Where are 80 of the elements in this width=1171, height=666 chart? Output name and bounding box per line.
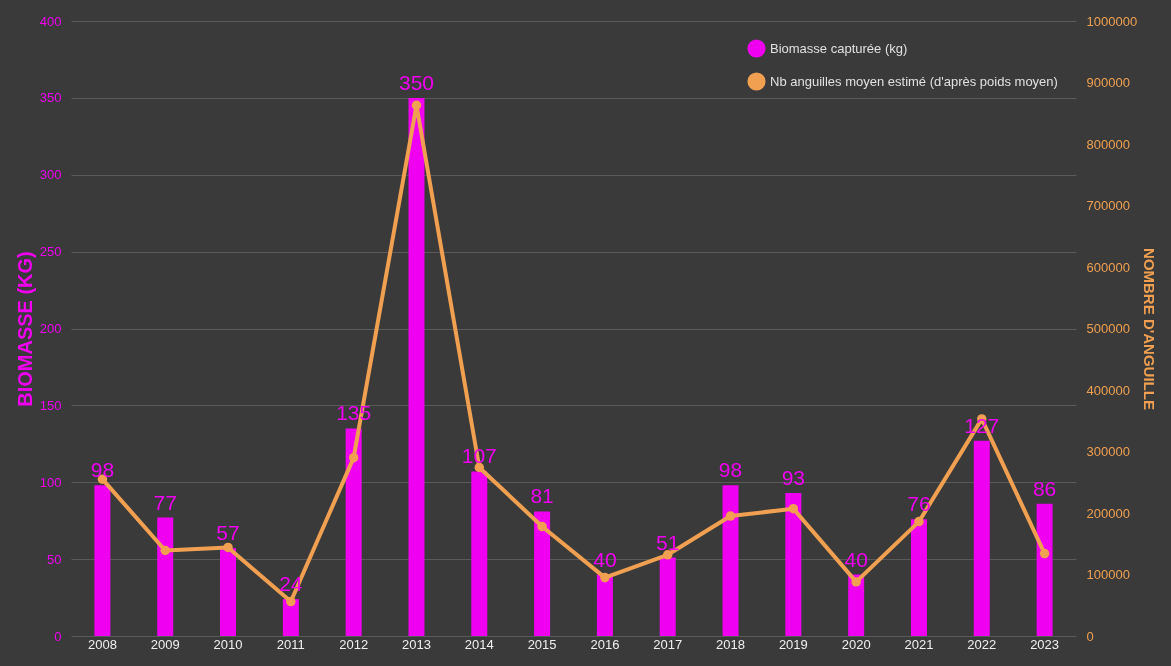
- y2-tick-label: 500000: [1086, 321, 1130, 336]
- y2-tick-label: 1000000: [1086, 13, 1138, 29]
- y2-tick-label: 400000: [1086, 382, 1130, 398]
- x-tick-label: 2020: [841, 636, 871, 652]
- bar: [534, 511, 551, 636]
- y-tick-label: 200: [39, 321, 62, 336]
- data-label: 93: [781, 466, 806, 490]
- x-tick-label: 2016: [590, 636, 620, 652]
- x-tick-label: 2009: [150, 636, 180, 652]
- y2-tick-label: 800000: [1086, 136, 1130, 152]
- y2-tick-label: 100000: [1086, 567, 1130, 582]
- data-label: 40: [844, 547, 868, 571]
- legend-label: Nb anguilles moyen estimé (d'après poids moyen): [770, 73, 1058, 89]
- point: [411, 100, 422, 110]
- y2-tick-label: 600000: [1086, 259, 1130, 275]
- bar: [471, 471, 488, 636]
- y2-tick-label: 0: [1086, 628, 1094, 644]
- y-tick-label: 0: [54, 628, 62, 644]
- point: [348, 452, 359, 463]
- bar: [910, 519, 927, 636]
- y-axis-title: BIOMASSE (KG): [13, 251, 36, 407]
- y2-tick-label: 900000: [1086, 75, 1130, 90]
- point: [788, 503, 799, 514]
- y-tick-label: 350: [39, 90, 62, 106]
- y2-tick-label: 700000: [1086, 198, 1130, 213]
- data-label: 86: [1032, 476, 1057, 500]
- y-tick-label: 150: [39, 397, 62, 413]
- bar: [1036, 503, 1053, 636]
- data-label: 350: [398, 70, 434, 94]
- data-label: 57: [216, 521, 240, 545]
- y-tick-label: 100: [39, 474, 62, 490]
- y2-tick-label: 200000: [1086, 505, 1130, 521]
- point: [600, 572, 610, 583]
- data-label: 51: [656, 530, 680, 554]
- x-tick-label: 2017: [653, 636, 683, 652]
- point: [662, 550, 673, 560]
- data-label: 76: [907, 492, 931, 516]
- point: [851, 577, 861, 587]
- bar: [282, 599, 299, 636]
- point: [160, 545, 170, 556]
- bar: [157, 517, 174, 636]
- x-tick-label: 2012: [339, 636, 369, 652]
- x-tick-label: 2013: [402, 636, 431, 652]
- bar: [973, 440, 990, 636]
- y-tick-label: 400: [39, 13, 62, 29]
- bar: [722, 485, 739, 636]
- data-label: 81: [530, 484, 554, 508]
- point: [223, 542, 233, 553]
- x-tick-label: 2019: [778, 636, 808, 652]
- point: [537, 521, 547, 532]
- x-tick-label: 2023: [1030, 636, 1060, 652]
- x-tick-label: 2018: [716, 636, 745, 652]
- legend-label: Biomasse capturée (kg): [770, 40, 908, 56]
- x-tick-label: 2022: [967, 636, 997, 652]
- y-tick-label: 250: [39, 244, 62, 260]
- y-tick-label: 50: [47, 551, 62, 567]
- bar: [659, 557, 676, 636]
- bar: [94, 485, 111, 636]
- data-label: 98: [90, 458, 115, 482]
- x-tick-label: 2014: [464, 636, 494, 652]
- point: [286, 596, 296, 607]
- bar: [596, 574, 613, 636]
- data-label: 40: [593, 547, 617, 571]
- y2-tick-label: 300000: [1086, 444, 1130, 459]
- x-tick-label: 2015: [527, 636, 557, 652]
- bar: [345, 428, 362, 636]
- x-tick-label: 2011: [276, 636, 305, 652]
- data-label: 98: [718, 458, 743, 482]
- data-label: 77: [153, 490, 177, 514]
- point: [1039, 548, 1050, 559]
- x-tick-label: 2021: [904, 636, 934, 652]
- point: [914, 516, 924, 527]
- bar: [785, 493, 802, 636]
- x-tick-label: 2010: [213, 636, 243, 652]
- y2-axis-title: NOMBRE D'ANGUILLE: [1141, 248, 1159, 410]
- y-tick-label: 300: [39, 167, 62, 183]
- bar: [408, 97, 425, 636]
- bar: [220, 548, 237, 636]
- x-tick-label: 2008: [87, 636, 117, 652]
- point: [725, 511, 736, 521]
